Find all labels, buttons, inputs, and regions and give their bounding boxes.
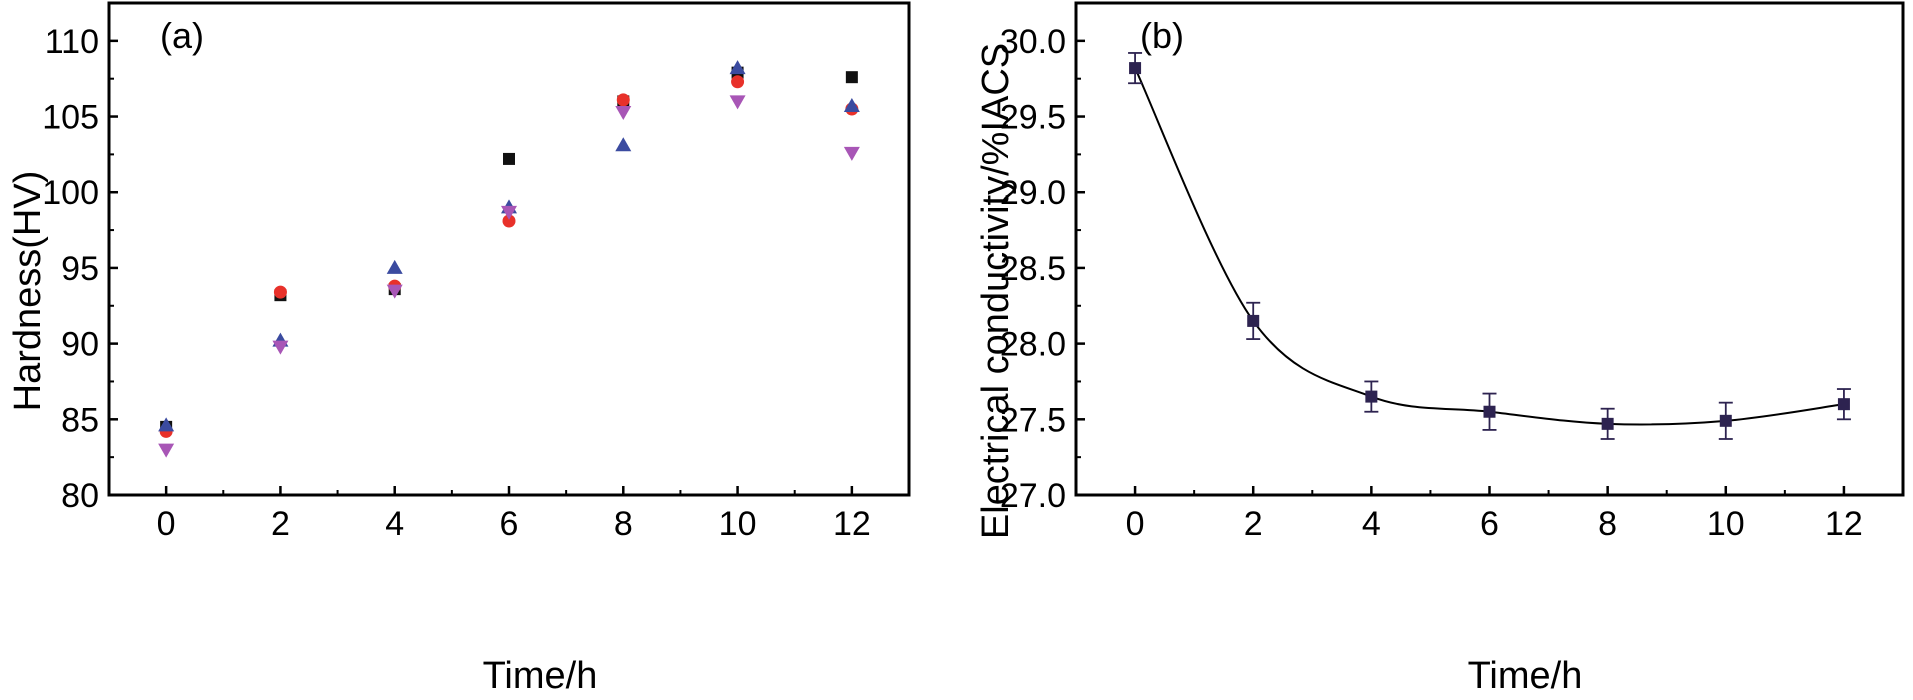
panel-a-series-4-point — [615, 105, 632, 120]
panel-a-x-tick-label: 6 — [500, 505, 519, 543]
panel-a-x-tick-label: 2 — [271, 505, 290, 543]
panel-b-x-axis-title: Time/h — [1468, 655, 1583, 697]
panel-a-x-tick-label: 4 — [385, 505, 404, 543]
panel-a-label: (a) — [160, 15, 204, 56]
panel-b-x-tick-label: 10 — [1707, 505, 1745, 543]
panel-a-x-tick-label: 10 — [719, 505, 757, 543]
panel-a-y-axis-title: Hardness(HV) — [7, 171, 49, 412]
panel-a-y-tick-label: 95 — [61, 250, 99, 288]
panel-b-conductivity-chart: (b) Time/h Electrical conductivity/%IACS… — [975, 1, 1905, 697]
panel-a-series-2-point — [731, 75, 745, 89]
panel-b-x-tick-label: 2 — [1244, 505, 1263, 543]
panel-a-plot-frame — [107, 1, 911, 497]
panel-b-series-1-point — [1837, 398, 1850, 411]
panel-a-series-2-point — [273, 285, 287, 299]
panel-a-y-tick-label: 80 — [61, 477, 99, 515]
panel-a-y-tick-label: 105 — [42, 99, 99, 137]
panel-a-y-tick-label: 110 — [45, 23, 99, 61]
panel-a-series-3-point — [386, 259, 403, 274]
panel-b-y-tick-label: 30.0 — [1000, 23, 1066, 61]
panel-b-x-tick-label: 4 — [1362, 505, 1381, 543]
panel-b-series-1-point — [1247, 314, 1260, 327]
panel-a-series-4-point — [843, 146, 860, 161]
panel-a-series-3-point — [843, 97, 860, 112]
panel-a-x-tick-label: 12 — [833, 505, 871, 543]
panel-a-series-3-point — [729, 60, 746, 75]
panel-a-series-4-point — [501, 205, 517, 220]
panel-b-x-tick-label: 6 — [1480, 505, 1499, 543]
panel-a-x-tick-label: 8 — [614, 505, 633, 543]
panel-b-series-1-point — [1365, 390, 1378, 403]
panel-b-y-tick-label: 28.5 — [1000, 250, 1066, 288]
panel-a-series-3-point — [615, 137, 632, 152]
panel-b-y-tick-label: 28.0 — [1000, 326, 1066, 364]
panel-a-series-3-point — [158, 417, 175, 432]
panel-a-hardness-chart: (a) Time/h Hardness(HV) 0 2 4 6 8 10 12 80 85 90 9… — [7, 1, 911, 697]
panel-a-series-4-point — [729, 95, 746, 110]
panel-a-y-tick-label: 85 — [61, 401, 99, 439]
panel-a-series-1-point — [845, 71, 858, 84]
panel-b-label: (b) — [1140, 15, 1184, 56]
panel-b-fit-curve — [1134, 67, 1845, 426]
panel-a-x-tick-label: 0 — [157, 505, 176, 543]
panel-a-series-4-point — [158, 443, 175, 458]
panel-b-x-tick-label: 0 — [1126, 505, 1145, 543]
panel-a-series-4-point — [272, 340, 289, 355]
panel-b-x-tick-label: 12 — [1825, 505, 1863, 543]
panel-b-series-1-point — [1601, 417, 1614, 430]
panel-a-series-1-point — [503, 152, 515, 165]
panel-b-series-1-point — [1483, 405, 1496, 418]
panel-a-x-axis-title: Time/h — [483, 655, 598, 697]
panel-b-y-axis-title: Electrical conductivity/%IACS — [975, 43, 1017, 539]
panel-b-y-tick-label: 27.5 — [1000, 401, 1066, 439]
panel-a-series-2-point — [502, 214, 516, 228]
panel-b-y-tick-label: 29.5 — [1000, 99, 1066, 137]
panel-b-series-1-point — [1719, 414, 1732, 427]
panel-a-series-4-point — [386, 284, 403, 299]
panel-a-series-2-point — [616, 93, 630, 107]
panel-a-y-tick-label: 90 — [61, 326, 99, 364]
panel-b-series-1-point — [1129, 62, 1142, 75]
panel-b-x-tick-label: 8 — [1598, 505, 1617, 543]
panel-b-y-tick-label: 29.0 — [1000, 174, 1066, 212]
panel-b-y-tick-label: 27.0 — [1000, 477, 1066, 515]
panel-a-y-tick-label: 100 — [42, 174, 99, 212]
